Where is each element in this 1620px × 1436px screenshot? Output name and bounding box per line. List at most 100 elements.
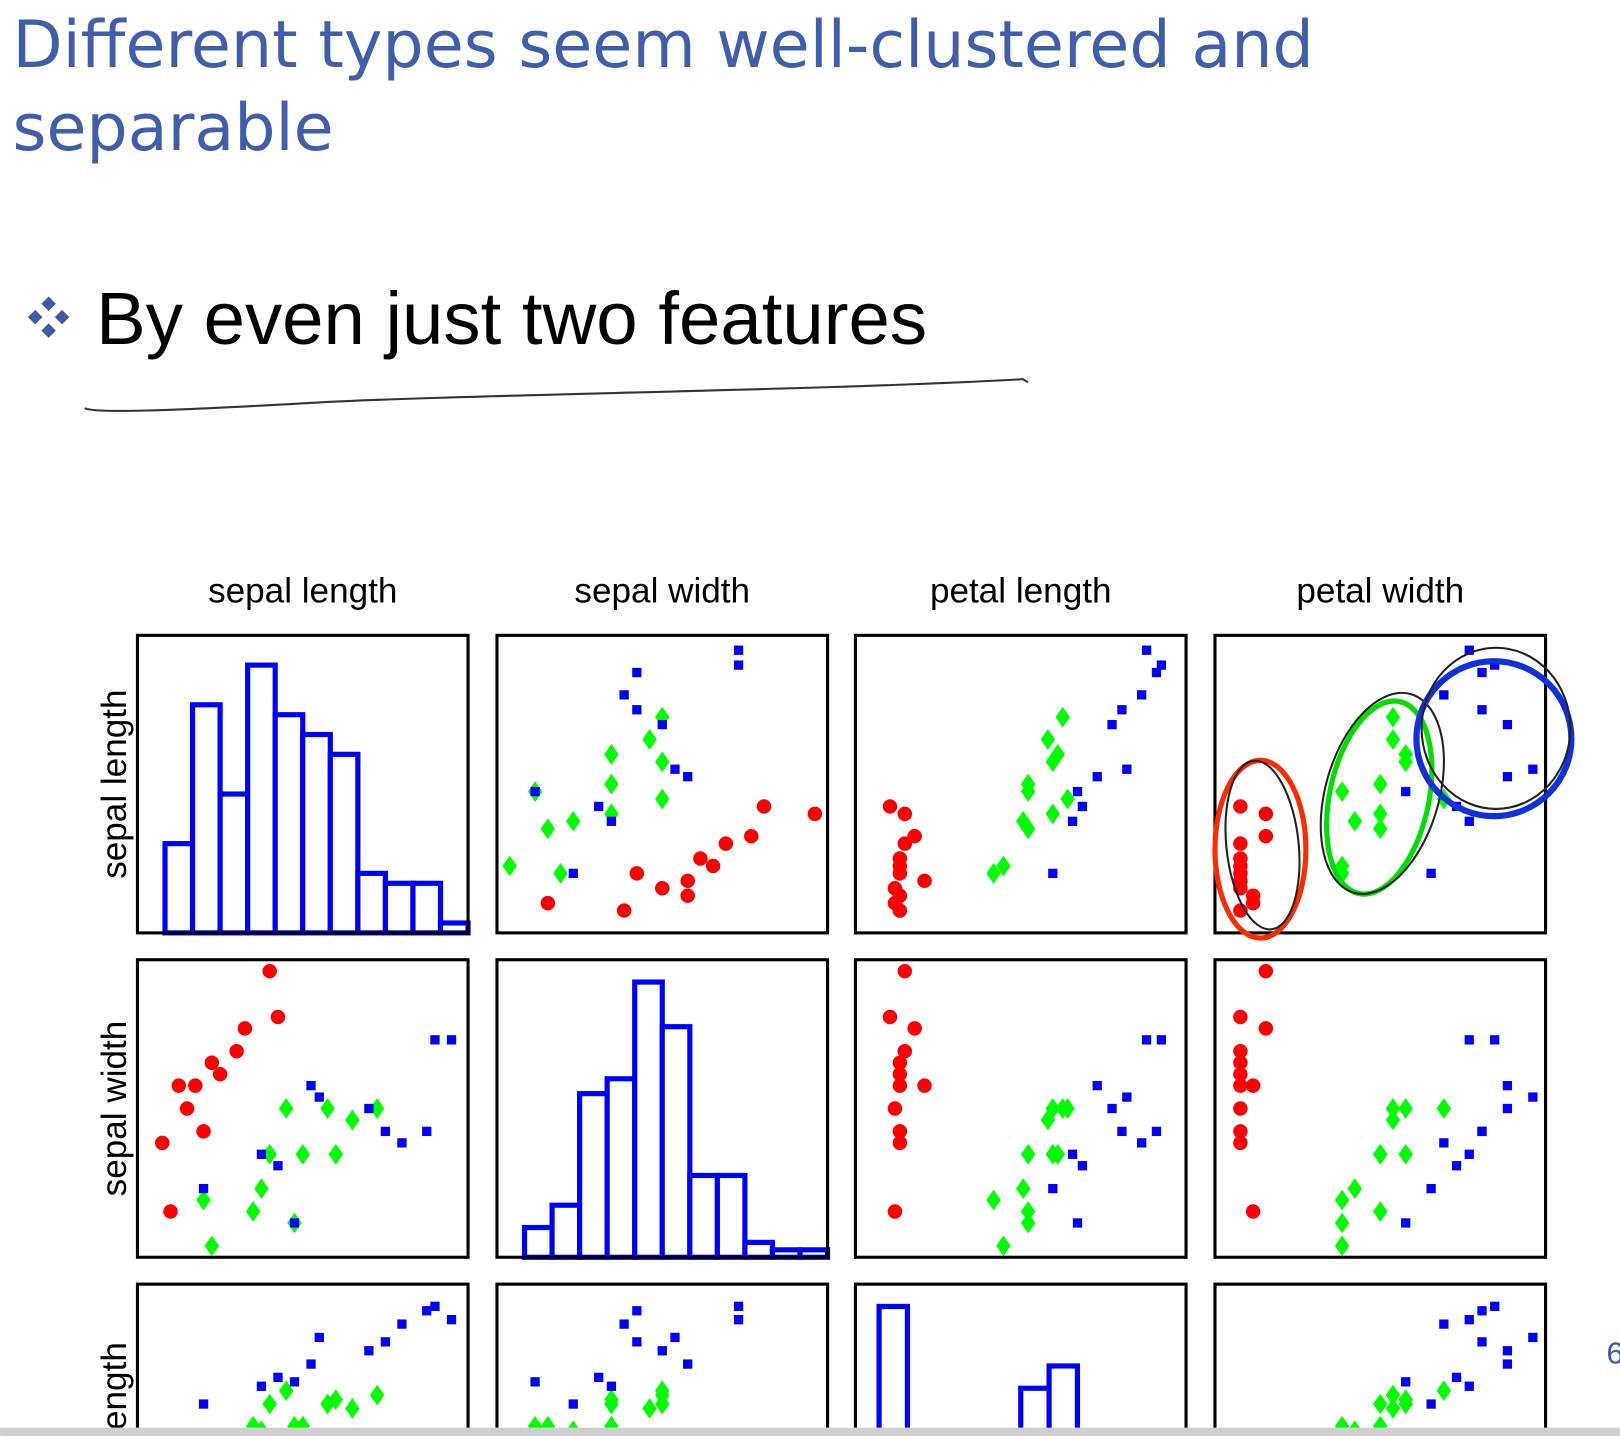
point	[1385, 706, 1401, 728]
point	[1464, 1149, 1474, 1159]
point	[1398, 1389, 1413, 1410]
point	[1258, 806, 1274, 822]
point	[917, 873, 932, 889]
point	[163, 1204, 178, 1219]
point	[320, 1098, 335, 1119]
point	[594, 801, 604, 812]
point	[1528, 1092, 1538, 1102]
point	[262, 963, 277, 979]
histogram-bar	[245, 662, 278, 936]
point	[364, 1346, 374, 1356]
point	[683, 772, 693, 782]
histogram-bar	[162, 841, 196, 936]
point	[270, 1009, 286, 1025]
point	[1373, 1393, 1388, 1415]
point	[397, 1319, 407, 1329]
point	[680, 888, 695, 903]
point	[733, 1315, 744, 1325]
point	[1233, 1044, 1248, 1059]
point	[1156, 1035, 1167, 1045]
point	[502, 855, 517, 877]
point	[1258, 1021, 1274, 1036]
point	[1156, 660, 1167, 670]
histogram-bar	[577, 1091, 610, 1260]
histogram-bar	[189, 702, 223, 936]
point	[1233, 1078, 1248, 1093]
point	[527, 1415, 543, 1428]
point	[657, 1346, 667, 1356]
point	[314, 1092, 324, 1102]
point	[1233, 1135, 1248, 1151]
point	[1528, 764, 1538, 774]
hand-annotations	[1212, 646, 1575, 941]
point	[1045, 1098, 1061, 1119]
point	[604, 744, 619, 765]
point	[1060, 788, 1075, 810]
point	[1077, 801, 1088, 812]
point	[1136, 1138, 1147, 1148]
point	[422, 1126, 432, 1137]
point	[744, 828, 759, 844]
histogram-bar	[1046, 1363, 1081, 1428]
point	[256, 1381, 267, 1391]
point	[1490, 660, 1500, 670]
point	[1502, 719, 1513, 730]
point	[1436, 1380, 1452, 1402]
bottom-bar	[0, 1427, 1620, 1436]
point	[553, 863, 568, 884]
point	[1233, 1101, 1248, 1116]
scatter-matrix: sepal length sepal width petal length petal…	[95, 571, 1548, 1428]
point	[273, 1372, 283, 1383]
point	[1385, 1398, 1401, 1419]
point	[632, 705, 642, 715]
point	[882, 799, 898, 814]
panel-frame	[495, 958, 830, 1259]
point	[1072, 1218, 1083, 1228]
page-number: 6	[1607, 1336, 1620, 1371]
point	[887, 1204, 903, 1219]
point	[604, 1393, 619, 1415]
point	[907, 828, 922, 844]
point	[892, 1124, 908, 1139]
point	[1398, 1143, 1413, 1165]
point	[606, 816, 617, 826]
point	[718, 836, 734, 851]
point	[1020, 1143, 1036, 1165]
point	[892, 858, 908, 874]
row-header: sepal length	[95, 689, 134, 878]
point	[1048, 868, 1058, 879]
point	[1015, 810, 1031, 832]
point	[892, 1055, 908, 1070]
point	[1072, 786, 1083, 797]
panel-frame	[135, 1282, 470, 1428]
point	[1349, 1420, 1361, 1428]
point	[422, 1306, 432, 1316]
point	[655, 751, 670, 773]
point	[188, 1078, 203, 1093]
point	[996, 855, 1011, 877]
point	[212, 1066, 228, 1082]
histogram-bar	[327, 751, 361, 936]
point	[1385, 1098, 1401, 1119]
point	[295, 1415, 310, 1428]
point	[306, 1080, 316, 1091]
histogram-bar	[549, 1202, 583, 1260]
point	[278, 1098, 294, 1119]
histogram-bar	[604, 1076, 638, 1260]
panel-frame	[853, 958, 1188, 1259]
point	[887, 1101, 903, 1116]
point	[606, 1381, 617, 1391]
point	[1015, 1178, 1031, 1199]
point	[568, 868, 578, 879]
point	[1477, 1126, 1487, 1137]
point	[604, 773, 619, 795]
title-box: Different types seem well-clustered and …	[12, 7, 1313, 165]
histogram-bar	[272, 712, 306, 936]
point	[882, 1009, 898, 1025]
point	[1439, 1138, 1449, 1148]
point	[245, 1415, 261, 1428]
point	[179, 1101, 195, 1116]
point	[1117, 705, 1127, 715]
hand-underline	[84, 378, 1029, 412]
point	[680, 873, 695, 889]
